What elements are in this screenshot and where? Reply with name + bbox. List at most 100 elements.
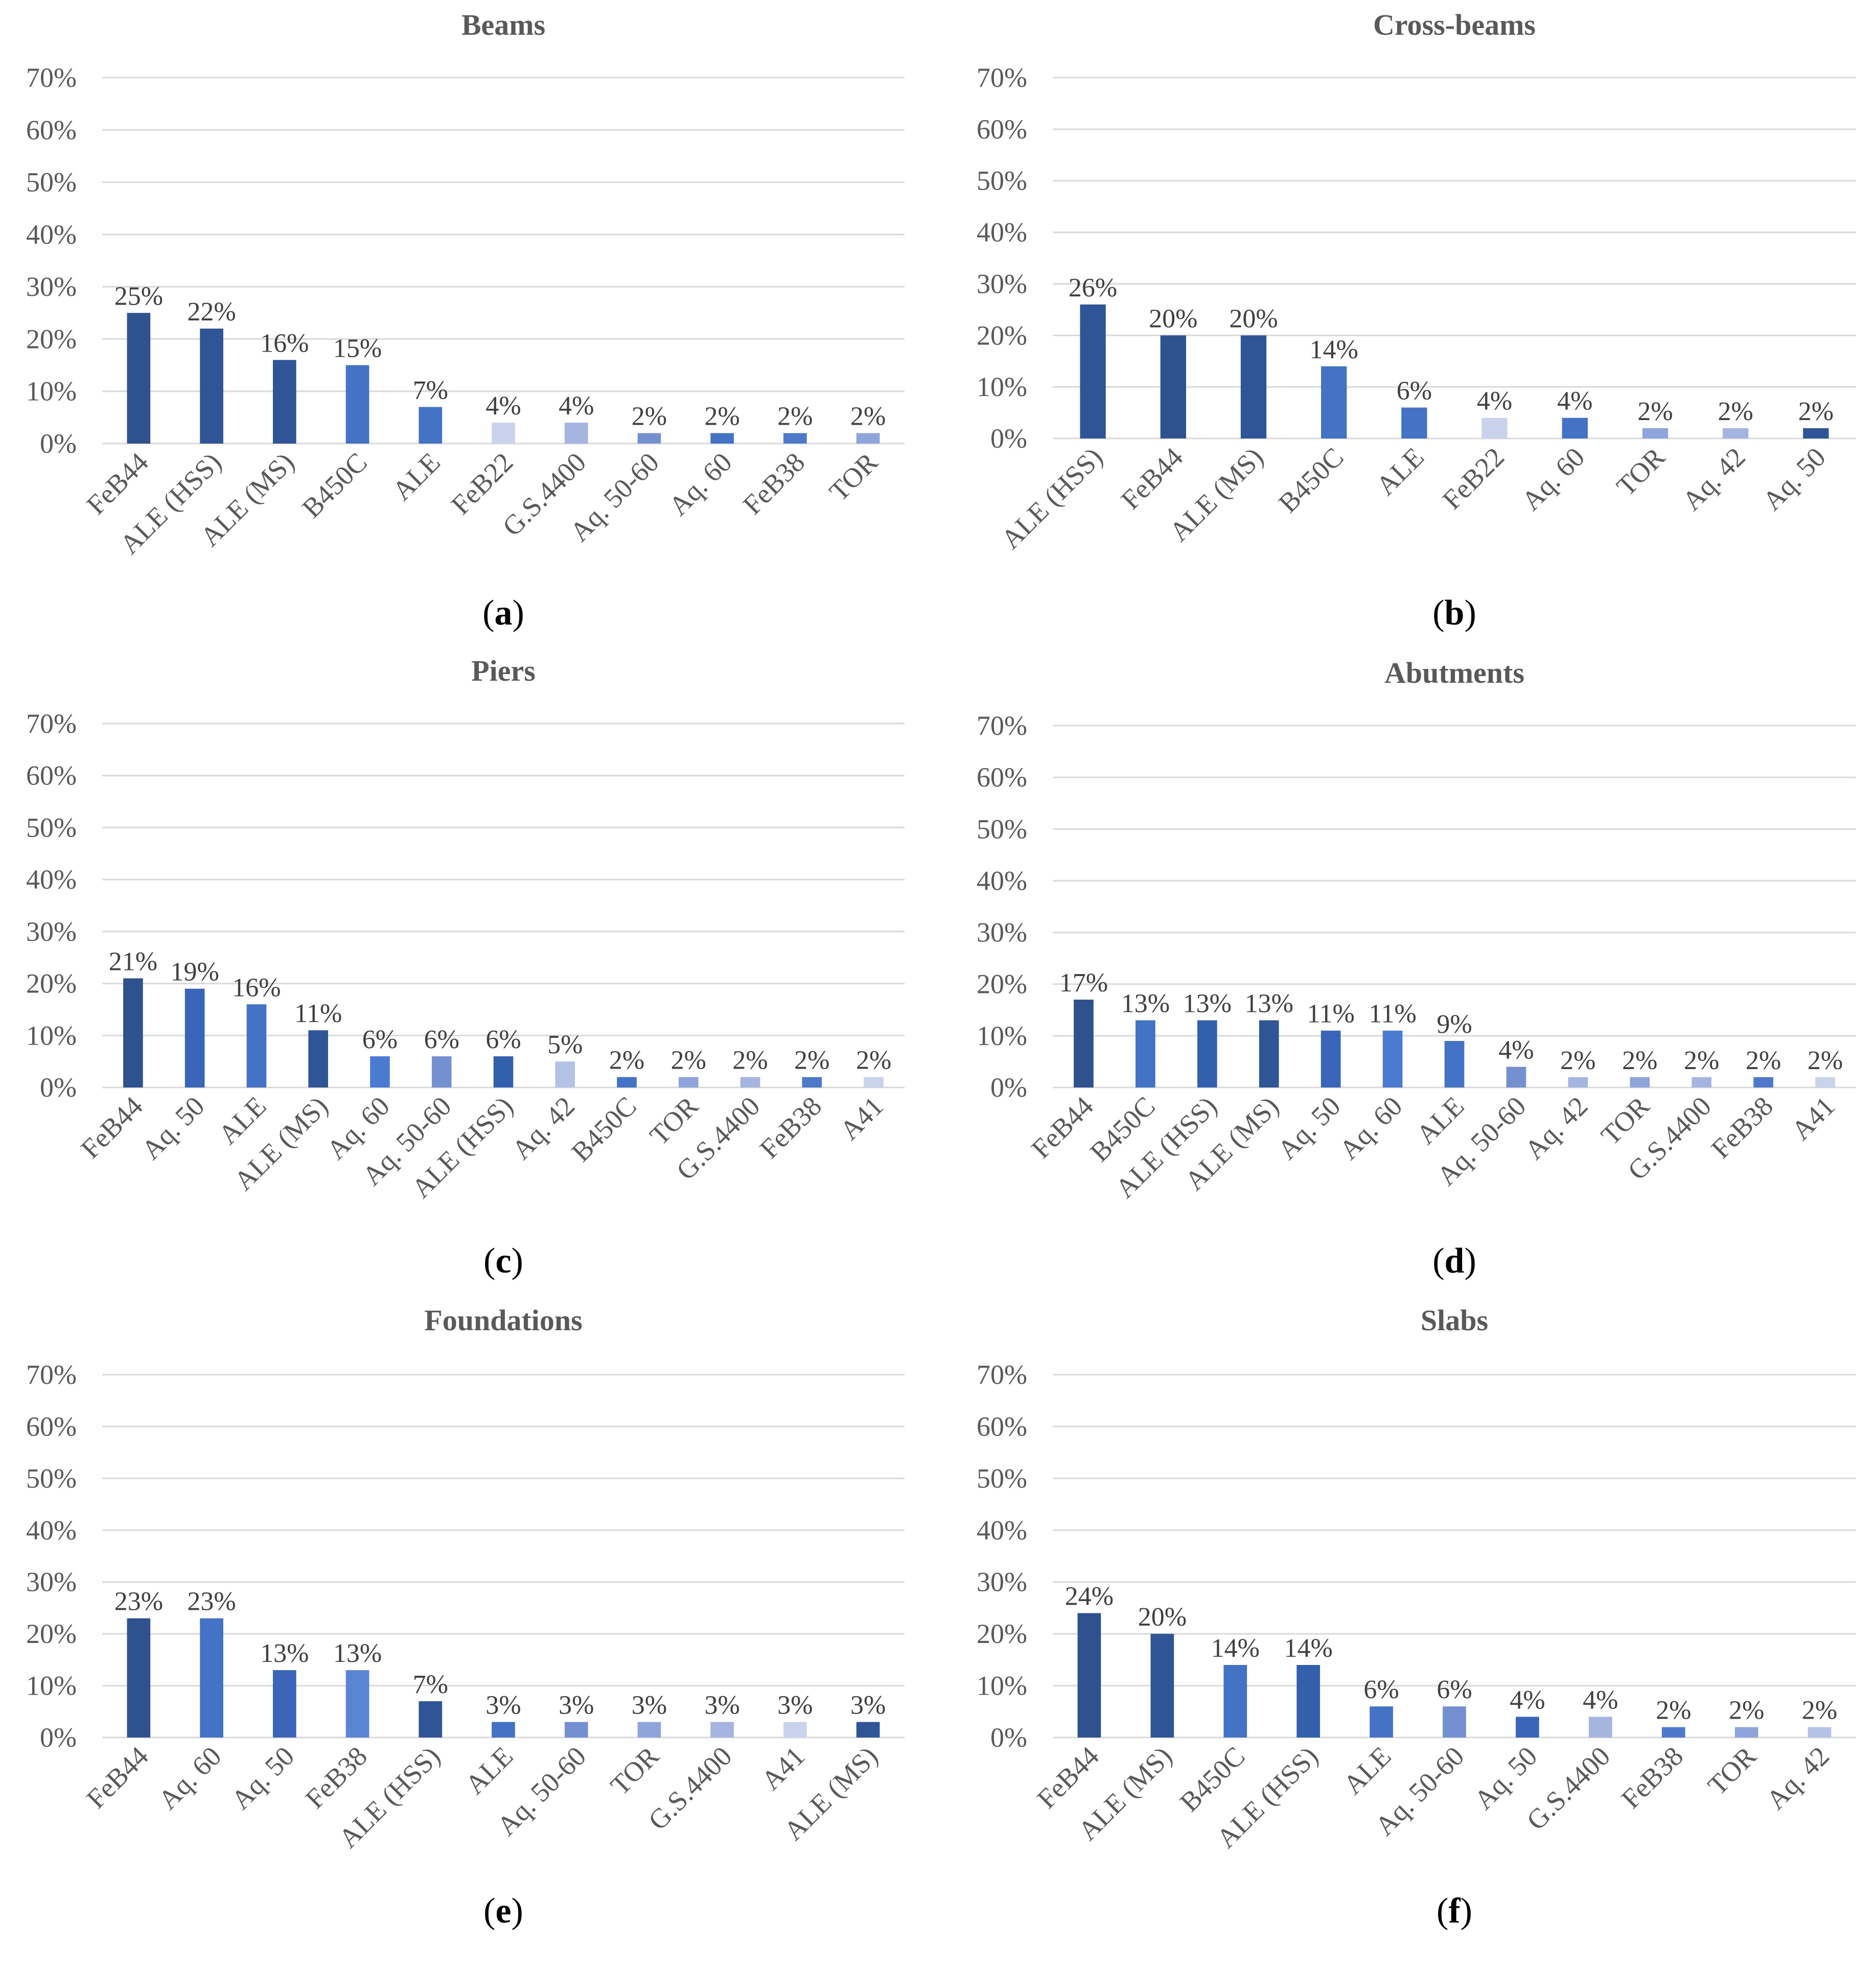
- y-tick-label: 30%: [977, 917, 1027, 948]
- y-tick-label: 20%: [977, 969, 1027, 1000]
- bar: [1506, 1067, 1526, 1087]
- data-label: 20%: [1138, 1603, 1187, 1632]
- data-label: 25%: [114, 282, 163, 311]
- y-tick-label: 0%: [990, 1072, 1027, 1103]
- y-tick-label: 0%: [990, 423, 1027, 454]
- data-label: 2%: [1808, 1046, 1843, 1075]
- y-tick-label: 0%: [40, 1722, 77, 1753]
- y-tick-label: 50%: [977, 166, 1027, 196]
- caption-paren-close: ): [513, 593, 524, 633]
- data-label: 2%: [1684, 1046, 1719, 1075]
- data-label: 2%: [850, 402, 886, 431]
- y-tick-label: 70%: [977, 710, 1027, 741]
- bar: [1401, 407, 1427, 438]
- y-tick-label: 30%: [26, 1567, 77, 1597]
- caption-paren-close: ): [1464, 1241, 1476, 1281]
- data-label: 11%: [1307, 1000, 1354, 1029]
- bar: [493, 1056, 514, 1087]
- caption-paren-close: ): [512, 1241, 523, 1281]
- chart-panel-e: Foundations 0% 10% 20% 30% 40% 50% 60% 70% 23% FeB…: [26, 1304, 905, 1931]
- category-label: Aq. 60: [1516, 442, 1590, 516]
- y-tick-label: 50%: [977, 1463, 1027, 1494]
- y-tick-label: 30%: [977, 268, 1027, 299]
- category-label: A41: [1786, 1091, 1841, 1146]
- y-tick-label: 10%: [977, 372, 1027, 402]
- y-tick-label: 10%: [977, 1021, 1027, 1051]
- caption-paren-close: ): [1461, 1891, 1472, 1931]
- caption-paren-open: (: [1432, 593, 1444, 633]
- bar: [710, 1722, 734, 1738]
- data-label: 6%: [362, 1025, 398, 1054]
- bar: [1077, 1613, 1101, 1738]
- caption-paren-open: (: [1432, 1241, 1444, 1281]
- y-tick-label: 30%: [977, 1567, 1027, 1597]
- bar: [856, 1722, 880, 1738]
- category-label: ALE: [386, 447, 446, 506]
- y-tick-label: 60%: [26, 1411, 77, 1442]
- bar: [1803, 428, 1829, 438]
- caption-letter: f: [1448, 1891, 1461, 1931]
- data-label: 2%: [856, 1046, 891, 1075]
- chart-panel-d: Abutments 0% 10% 20% 30% 40% 50% 60% 70% 17% FeB44…: [977, 656, 1856, 1281]
- caption-paren-close: ): [1464, 593, 1476, 633]
- y-tick-label: 10%: [26, 1671, 77, 1701]
- y-tick-label: 70%: [977, 1359, 1027, 1390]
- y-tick-label: 10%: [26, 1020, 77, 1051]
- data-label: 3%: [777, 1691, 813, 1720]
- data-label: 23%: [187, 1587, 236, 1616]
- data-label: 9%: [1437, 1010, 1472, 1039]
- data-label: 4%: [1583, 1685, 1618, 1715]
- y-tick-label: 60%: [977, 1411, 1027, 1442]
- chart-panel-a: Beams0%10%20%30%40%50%60%70%25%FeB4422%A…: [26, 8, 905, 633]
- y-tick-label: 40%: [26, 219, 77, 250]
- bar: [1370, 1706, 1393, 1738]
- bar: [1588, 1717, 1612, 1738]
- bar: [272, 1670, 296, 1738]
- category-label: FeB44: [1115, 442, 1189, 515]
- bar: [1136, 1020, 1155, 1087]
- caption-paren-open: (: [483, 1241, 495, 1281]
- y-tick-label: 70%: [26, 1359, 77, 1390]
- bar: [246, 1004, 267, 1087]
- category-label: ALE: [1337, 1741, 1397, 1800]
- bar: [856, 433, 880, 444]
- bar: [1692, 1077, 1712, 1087]
- category-label: TOR: [605, 1741, 665, 1801]
- y-tick-label: 20%: [26, 323, 77, 354]
- bar: [637, 1722, 661, 1738]
- y-tick-label: 40%: [26, 1515, 77, 1545]
- data-label: 19%: [170, 958, 219, 987]
- data-label: 6%: [1363, 1675, 1399, 1704]
- bar: [637, 433, 661, 444]
- bar: [1808, 1727, 1832, 1738]
- data-label: 2%: [732, 1046, 768, 1075]
- bar: [1444, 1040, 1465, 1087]
- chart-title: Foundations: [424, 1304, 582, 1337]
- bar: [492, 423, 515, 444]
- data-label: 6%: [1397, 376, 1432, 405]
- category-label: Aq. 42: [1761, 1741, 1835, 1815]
- data-label: 2%: [671, 1046, 706, 1075]
- data-label: 26%: [1069, 273, 1117, 303]
- bar: [802, 1077, 822, 1087]
- y-tick-label: 60%: [977, 114, 1027, 145]
- caption-letter: e: [495, 1891, 511, 1931]
- category-label: B450C: [565, 1091, 642, 1168]
- y-tick-label: 40%: [977, 217, 1027, 248]
- category-label: ALE: [459, 1741, 519, 1800]
- category-label: ALE: [1370, 442, 1430, 501]
- bar: [1382, 1030, 1403, 1087]
- bar: [1074, 1000, 1094, 1087]
- caption-letter: b: [1445, 593, 1465, 633]
- bar: [740, 1077, 760, 1087]
- y-tick-label: 30%: [26, 271, 77, 302]
- chart-panel-c: Piers 0% 10% 20% 30% 40% 50% 60% 70% 21% FeB44 19% A…: [26, 654, 905, 1281]
- y-tick-label: 40%: [977, 865, 1027, 896]
- category-label: Aq. 50: [1271, 1091, 1346, 1165]
- bar: [1296, 1665, 1321, 1738]
- bar: [1321, 1030, 1341, 1087]
- data-label: 13%: [260, 1639, 309, 1668]
- data-label: 13%: [1245, 989, 1293, 1018]
- data-label: 6%: [485, 1025, 521, 1054]
